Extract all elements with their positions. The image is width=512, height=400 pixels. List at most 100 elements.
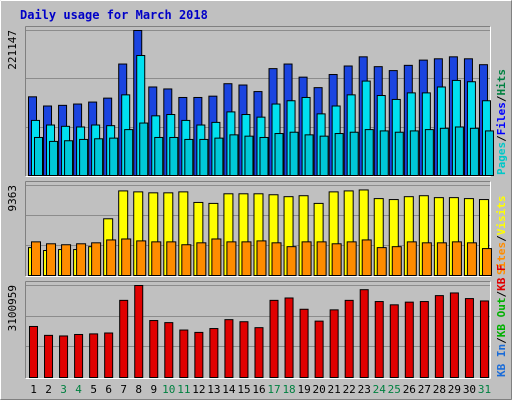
bar-kb-f-day-14 xyxy=(224,319,234,379)
bar-pages-day-30 xyxy=(469,127,479,176)
bar-kb-f-day-17 xyxy=(269,299,279,379)
bar-pages-day-2 xyxy=(49,140,59,176)
x-tick-label-2: 2 xyxy=(45,383,52,396)
legend-item: Pages xyxy=(495,142,508,175)
bar-sites-day-9 xyxy=(151,241,162,276)
x-tick-label-27: 27 xyxy=(418,383,431,396)
bar-pages-day-26 xyxy=(409,130,419,177)
bar-pages-day-10 xyxy=(169,136,179,176)
bar-pages-day-15 xyxy=(244,135,254,176)
bar-kb-f-day-6 xyxy=(104,332,114,379)
bar-sites-day-11 xyxy=(181,244,192,277)
x-tick-label-3: 3 xyxy=(60,383,67,396)
bar-kb-f-day-7 xyxy=(119,299,129,379)
x-tick-label-14: 14 xyxy=(222,383,236,396)
bar-sites-day-20 xyxy=(316,241,327,276)
bar-kb-f-day-21 xyxy=(329,309,339,379)
x-tick-label-25: 25 xyxy=(388,383,401,396)
legend: Sites/Visits xyxy=(495,196,508,276)
bar-kb-f-day-28 xyxy=(434,295,444,379)
bar-kb-f-day-18 xyxy=(284,297,294,378)
x-tick-label-12: 12 xyxy=(192,383,205,396)
bar-sites-day-27 xyxy=(421,242,432,276)
x-axis-labels: 1 2 3 4 5 6 7 8 9 10 11 12 13 14 15 16 17 18 19 20 21 22 23 24 2… xyxy=(30,383,491,396)
bar-sites-day-21 xyxy=(331,243,342,277)
bar-pages-day-12 xyxy=(199,138,209,177)
bar-sites-day-1 xyxy=(31,241,41,276)
bar-kb-f-day-4 xyxy=(74,333,84,378)
legend-item: KB Out xyxy=(495,298,508,338)
bar-kb-f-day-31 xyxy=(479,300,489,378)
x-tick-label-16: 16 xyxy=(252,383,265,396)
x-tick-label-8: 8 xyxy=(135,383,142,396)
bar-pages-day-23 xyxy=(364,129,374,176)
x-tick-label-13: 13 xyxy=(207,383,220,396)
bar-kb-f-day-3 xyxy=(59,335,69,378)
bar-pages-day-28 xyxy=(439,127,449,176)
x-tick-label-26: 26 xyxy=(403,383,416,396)
bar-pages-day-27 xyxy=(424,129,434,176)
legend: Pages/Files/Hits xyxy=(495,69,508,175)
bar-pages-day-24 xyxy=(379,130,389,177)
bar-kb-f-day-24 xyxy=(374,301,384,379)
bar-sites-day-16 xyxy=(256,240,267,276)
y-max-label: 3100959 xyxy=(6,285,19,331)
x-tick-label-4: 4 xyxy=(75,383,82,396)
bar-sites-day-8 xyxy=(136,240,147,276)
bar-pages-day-11 xyxy=(184,138,194,177)
legend-item: / xyxy=(495,135,508,142)
bar-pages-day-13 xyxy=(214,137,224,176)
bar-pages-day-25 xyxy=(394,131,404,176)
bar-sites-day-4 xyxy=(76,243,87,277)
bar-sites-day-24 xyxy=(376,247,387,276)
y-max-label: 221147 xyxy=(6,30,19,70)
bar-kb-f-day-13 xyxy=(209,328,219,378)
bar-kb-f-day-1 xyxy=(29,325,38,378)
bar-pages-day-19 xyxy=(304,134,314,177)
x-tick-label-24: 24 xyxy=(373,383,387,396)
x-tick-label-15: 15 xyxy=(237,383,250,396)
x-tick-label-28: 28 xyxy=(433,383,446,396)
bar-sites-day-23 xyxy=(361,239,372,277)
bar-kb-f-day-9 xyxy=(149,320,159,379)
bar-sites-day-19 xyxy=(301,241,312,276)
bar-pages-day-5 xyxy=(94,138,104,177)
legend-item: / xyxy=(495,95,508,102)
legend-item: KB In xyxy=(495,344,508,377)
bar-pages-day-1 xyxy=(34,136,43,176)
bar-sites-day-18 xyxy=(286,246,297,276)
chart-panels: 221147 Pages/Files/Hits 9363 Sites/Visits 31… xyxy=(6,26,508,379)
x-tick-label-22: 22 xyxy=(343,383,356,396)
legend-item: / xyxy=(495,337,508,344)
x-tick-label-6: 6 xyxy=(105,383,112,396)
bar-kb-f-day-27 xyxy=(419,301,429,379)
x-tick-label-31: 31 xyxy=(478,383,491,396)
bar-pages-day-16 xyxy=(259,136,269,176)
chart-title: Daily usage for March 2018 xyxy=(20,8,208,22)
bar-pages-day-29 xyxy=(454,126,464,177)
bar-pages-day-3 xyxy=(64,140,74,176)
bar-pages-day-9 xyxy=(154,136,164,176)
x-tick-label-23: 23 xyxy=(358,383,371,396)
bar-kb-f-day-8 xyxy=(134,285,144,378)
bar-sites-day-26 xyxy=(406,241,417,276)
bar-sites-day-12 xyxy=(196,242,207,276)
legend-item: Hits xyxy=(495,69,508,96)
bar-pages-day-22 xyxy=(349,131,359,176)
bar-pages-day-4 xyxy=(79,138,89,177)
bar-pages-day-8 xyxy=(139,122,149,176)
x-tick-label-7: 7 xyxy=(120,383,127,396)
bar-pages-day-21 xyxy=(334,133,344,176)
legend-item: / xyxy=(495,291,508,298)
bar-kb-f-day-23 xyxy=(359,289,369,378)
legend-item: Sites xyxy=(495,242,508,275)
bar-pages-day-31 xyxy=(484,130,494,177)
panel-visits-sites: 9363 Sites/Visits xyxy=(6,181,508,277)
bar-kb-f-day-2 xyxy=(44,334,54,378)
x-tick-label-11: 11 xyxy=(177,383,190,396)
x-tick-label-19: 19 xyxy=(297,383,310,396)
bar-kb-f-day-16 xyxy=(254,327,264,378)
x-tick-label-29: 29 xyxy=(448,383,461,396)
y-max-label: 9363 xyxy=(6,185,19,212)
